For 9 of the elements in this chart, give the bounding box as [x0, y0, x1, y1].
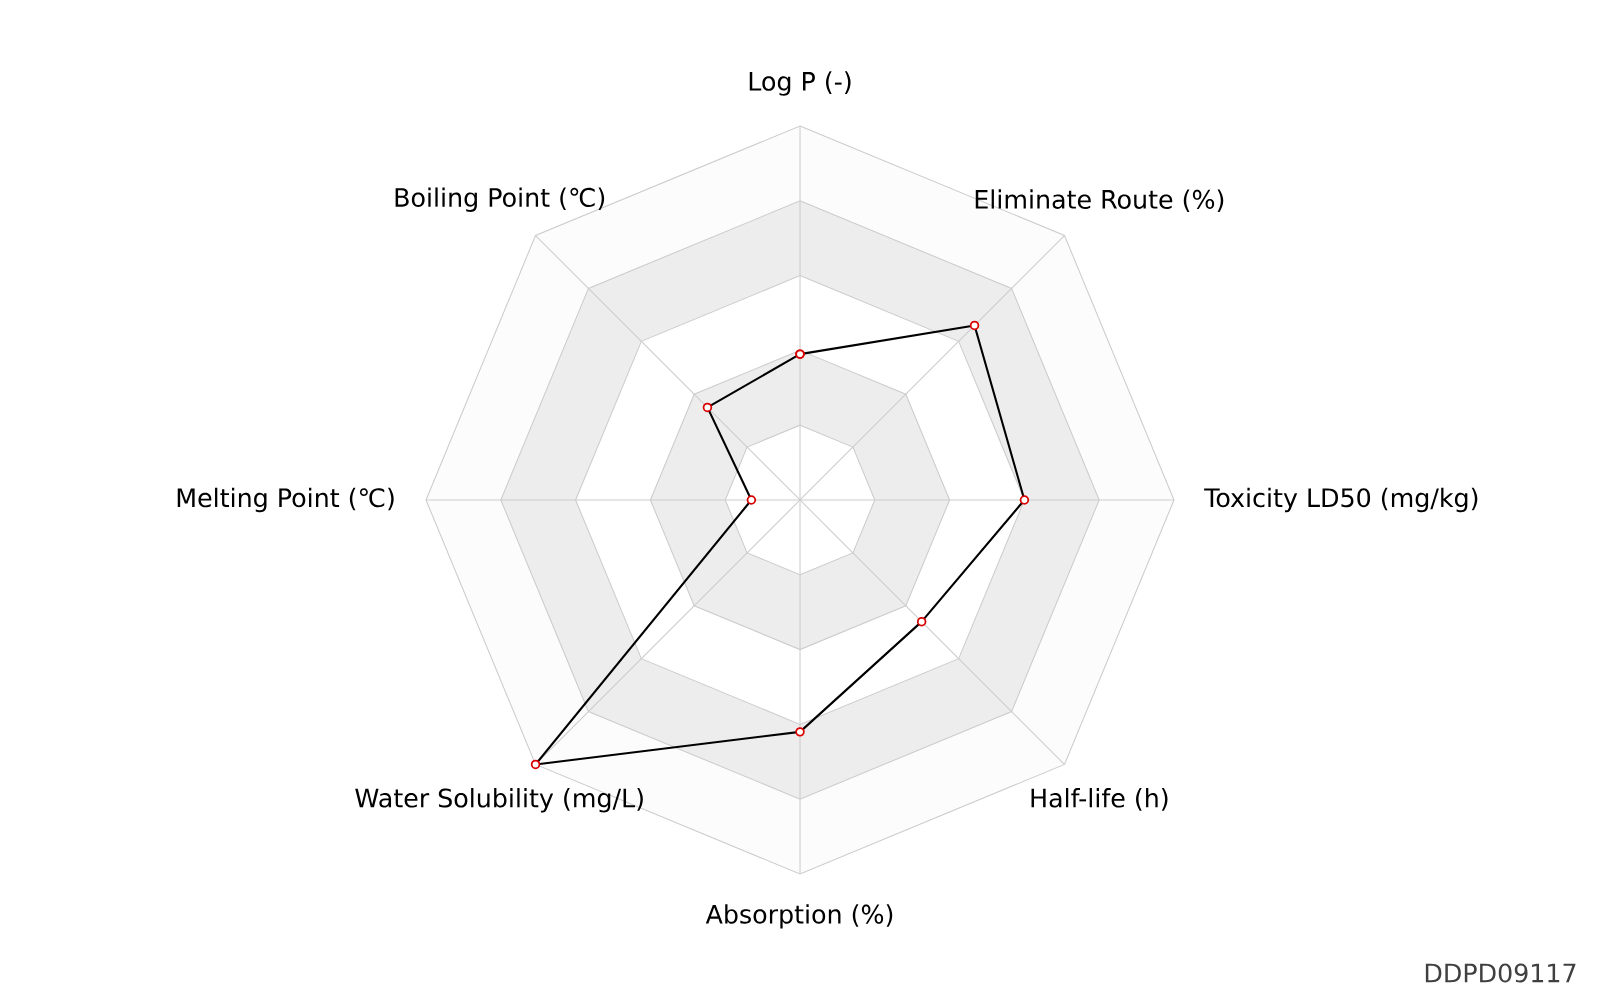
spoke-label: Log P (-) — [749, 71, 851, 96]
spoke-label: Melting Point (℃) — [177, 487, 394, 513]
spoke-label: Half-life (h) — [1031, 788, 1168, 811]
spoke-label: Boiling Point (℃) — [395, 187, 605, 212]
spoke-label: Toxicity LD50 (mg/kg) — [1204, 487, 1478, 513]
spoke-label: Water Solubility (mg/L) — [355, 788, 643, 813]
spoke-label: Absorption (%) — [705, 904, 893, 929]
text: DDPD09117 — [1425, 963, 1576, 983]
spoke-label: Eliminate Route (%) — [975, 189, 1224, 212]
